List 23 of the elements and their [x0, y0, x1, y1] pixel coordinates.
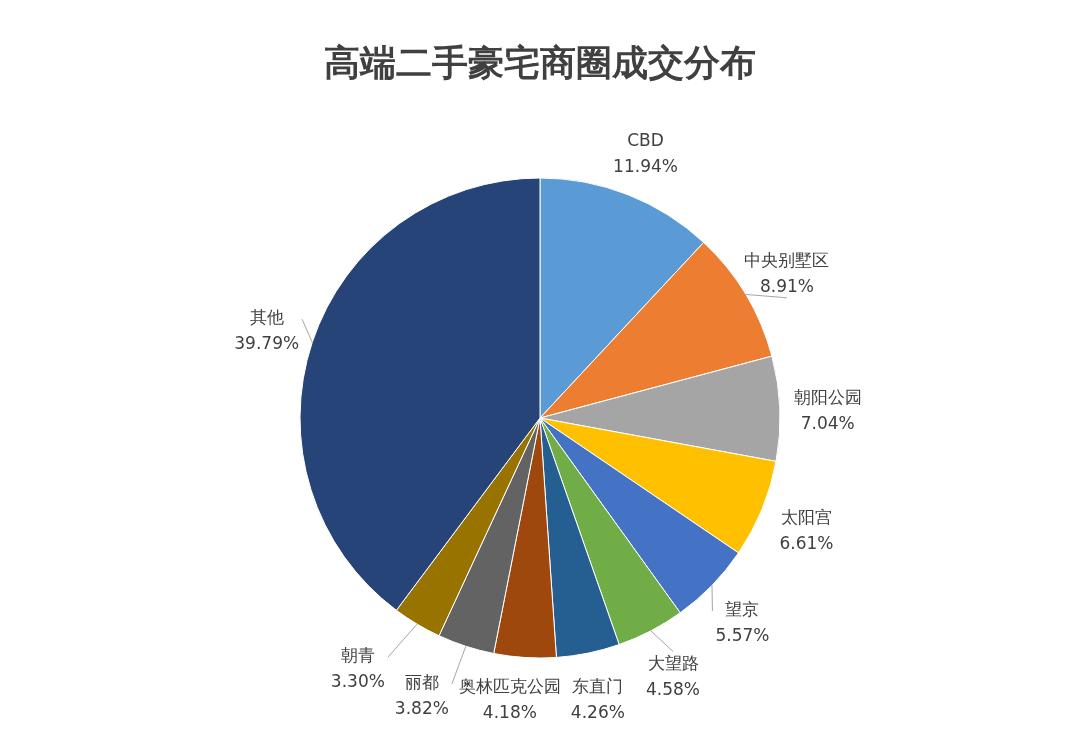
- data-label: 11.94%: [613, 156, 678, 177]
- data-label: 3.30%: [330, 671, 385, 692]
- slice-label: 朝阳公园: [793, 386, 862, 407]
- chart-title: 高端二手豪宅商圈成交分布: [324, 42, 756, 83]
- data-label: 4.18%: [482, 702, 537, 722]
- data-label: 4.58%: [645, 679, 701, 700]
- slice-label: 丽都: [404, 671, 439, 692]
- slice-label: 其他: [249, 307, 284, 328]
- data-label: 3.82%: [394, 697, 449, 718]
- slice-label: 大望路: [647, 653, 699, 674]
- data-label: 7.04%: [800, 412, 855, 433]
- slice-label: 东直门: [572, 676, 624, 696]
- data-label: 5.57%: [715, 624, 770, 645]
- slice-label: 朝青: [340, 645, 375, 666]
- data-label: 4.26%: [570, 702, 625, 722]
- slice-label: 中央别墅区: [744, 249, 830, 270]
- slice-label: 望京: [725, 598, 760, 619]
- data-label: 39.79%: [234, 333, 300, 354]
- data-label: 6.61%: [779, 533, 834, 554]
- data-label: 8.91%: [759, 275, 814, 296]
- slice-label: CBD: [627, 130, 664, 151]
- slice-label: 太阳宫: [780, 507, 832, 528]
- slice-label: 奥林匹克公园: [458, 676, 561, 696]
